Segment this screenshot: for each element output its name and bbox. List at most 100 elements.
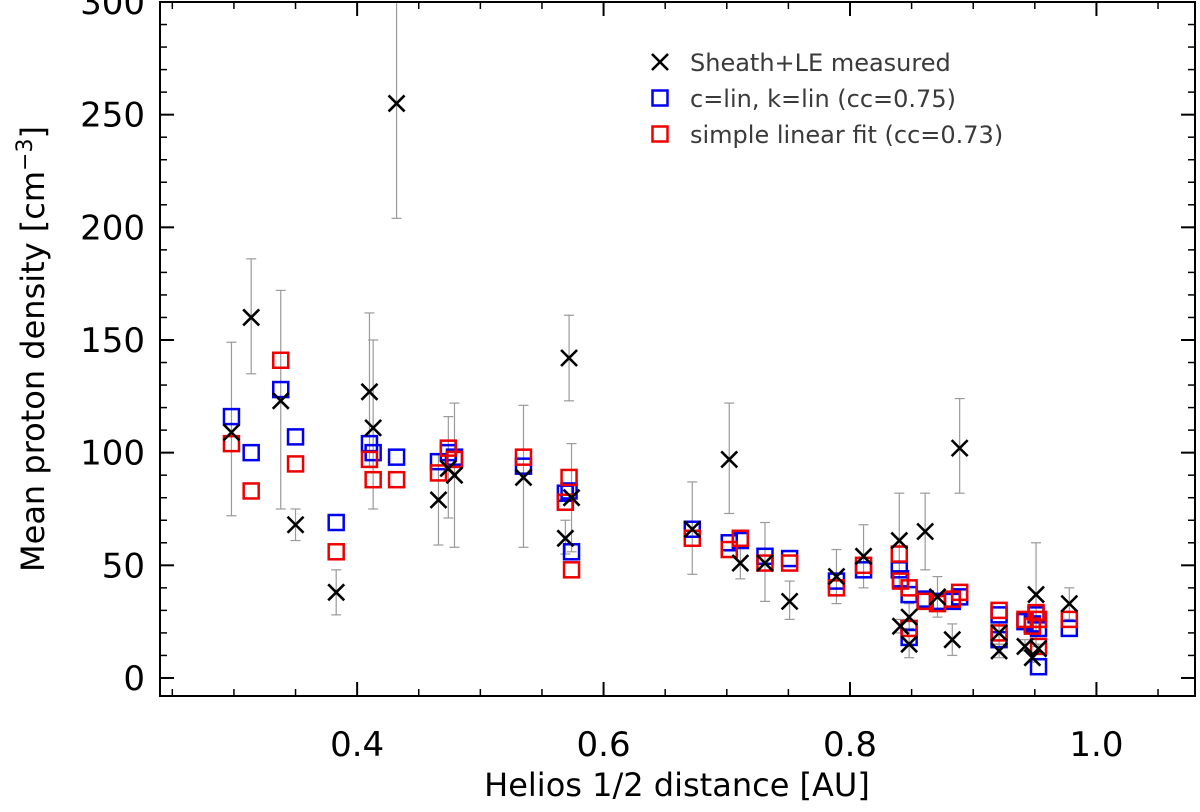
linear-fit-square-marker (360, 450, 379, 469)
x-axis-title: Helios 1/2 distance [AU] (484, 766, 870, 804)
linear-fit-square-marker (439, 439, 458, 457)
measured-x-marker (514, 468, 533, 487)
linear-fit-square-marker (827, 579, 846, 597)
linear-fit-square-marker (562, 561, 581, 579)
linear-fit-square-marker (429, 464, 448, 482)
x-marker-stroke (222, 423, 241, 442)
x-marker-stroke (928, 587, 947, 606)
measured-x-marker (1060, 594, 1079, 613)
x-marker-stroke (360, 382, 379, 401)
axes (159, 1, 1196, 697)
x-marker-stroke (890, 531, 909, 550)
y-axis-title-superscript: −3 (13, 139, 38, 171)
x-marker-stroke (327, 583, 346, 602)
x-marker-stroke (683, 520, 702, 539)
x-marker-stroke (1027, 585, 1045, 604)
linear-fit-square-marker (1029, 610, 1048, 629)
ticks (160, 1, 1195, 696)
x-marker-stroke (286, 515, 305, 534)
linear-fit-square-marker (950, 583, 969, 602)
measured-x-marker (1027, 585, 1045, 604)
x-marker-stroke (1029, 639, 1048, 658)
legend-square-symbol (651, 89, 669, 107)
measured-x-marker (683, 520, 702, 539)
x-marker-stroke (1023, 648, 1042, 667)
linear-fit-square-marker (756, 554, 774, 572)
linear-fit-square-marker (222, 434, 241, 453)
linear-fit-square-marker (990, 624, 1008, 642)
linear-fit-square-marker (560, 468, 578, 487)
x-marker-stroke (445, 466, 464, 485)
linear-fit-square-marker (445, 450, 464, 469)
tick-labels: 0.4 0.6 0.8 1.0 0 50 100 150 200 250 300 (80, 0, 1123, 765)
linear-fit-square-marker (514, 448, 533, 466)
legend-item: simple linear fit (cc=0.73) (651, 121, 1003, 149)
error-bar (391, 2, 402, 219)
x-marker-stroke (514, 468, 533, 487)
x-marker-stroke (1060, 594, 1079, 613)
measured-x-marker (950, 439, 969, 458)
y-tick-label: 250 (80, 96, 145, 136)
y-tick-label: 150 (80, 321, 145, 361)
legend-label: Sheath+LE measured (690, 49, 951, 77)
error-bar (226, 341, 237, 517)
legend-item: c=lin, k=lin (cc=0.75) (651, 85, 956, 113)
measured-x-marker (900, 635, 919, 654)
x-marker-stroke (827, 567, 846, 586)
measured-x-marker (990, 642, 1009, 660)
measured-x-marker (222, 423, 241, 442)
x-marker-stroke (900, 635, 919, 654)
linear-fit-square-marker (990, 601, 1008, 620)
x-marker-stroke (756, 554, 774, 572)
plot-frame (159, 1, 1196, 697)
linear-fit-square-marker (242, 482, 260, 500)
measured-x-marker (827, 567, 846, 586)
measured-x-marker (890, 531, 909, 550)
y-tick-label: 300 (80, 0, 145, 23)
measured-x-marker (556, 529, 575, 548)
model-square-marker (514, 457, 533, 475)
x-marker-stroke (990, 623, 1009, 642)
x-marker-stroke (731, 554, 750, 572)
linear-fit-square-marker (364, 470, 382, 489)
model-square-marker (387, 448, 406, 466)
legend-x-symbol (651, 53, 669, 71)
model-square-marker (327, 513, 345, 532)
y-tick-label: 50 (102, 546, 145, 586)
data-markers (222, 94, 1079, 676)
linear-fit-square-marker (1060, 610, 1079, 629)
x-marker-stroke (651, 53, 669, 71)
linear-fit-square-marker (890, 545, 909, 563)
y-tick-label: 100 (80, 434, 145, 474)
measured-x-marker (560, 349, 578, 367)
measured-x-marker (720, 450, 739, 469)
x-marker-stroke (780, 592, 799, 611)
measured-x-marker (271, 391, 290, 410)
x-marker-stroke (854, 547, 873, 566)
measured-x-marker (990, 623, 1009, 642)
model-square-marker (780, 549, 799, 568)
y-axis-title-bracket: ] (14, 126, 52, 138)
error-bar (954, 397, 965, 494)
x-marker-stroke (990, 642, 1009, 660)
measured-x-marker (900, 608, 919, 627)
x-tick-label: 0.6 (577, 725, 631, 765)
measured-x-marker (780, 592, 799, 611)
legend-item: Sheath+LE measured (651, 49, 951, 77)
linear-fit-square-marker (272, 351, 290, 370)
measured-x-marker (429, 491, 448, 509)
y-tick-label: 0 (123, 659, 145, 699)
linear-fit-square-marker (286, 455, 305, 473)
x-marker-stroke (242, 308, 261, 327)
measured-x-marker (916, 522, 935, 541)
measured-x-marker (1023, 648, 1042, 667)
model-square-marker (1029, 657, 1048, 676)
legend: Sheath+LE measured c=lin, k=lin (cc=0.75)… (651, 49, 1003, 149)
x-marker-stroke (429, 491, 448, 509)
linear-fit-square-marker (556, 493, 575, 511)
measured-x-marker (756, 554, 774, 572)
y-axis-title-main: Mean proton density [cm (14, 171, 52, 572)
measured-x-marker (943, 630, 962, 649)
measured-x-marker (242, 308, 261, 327)
